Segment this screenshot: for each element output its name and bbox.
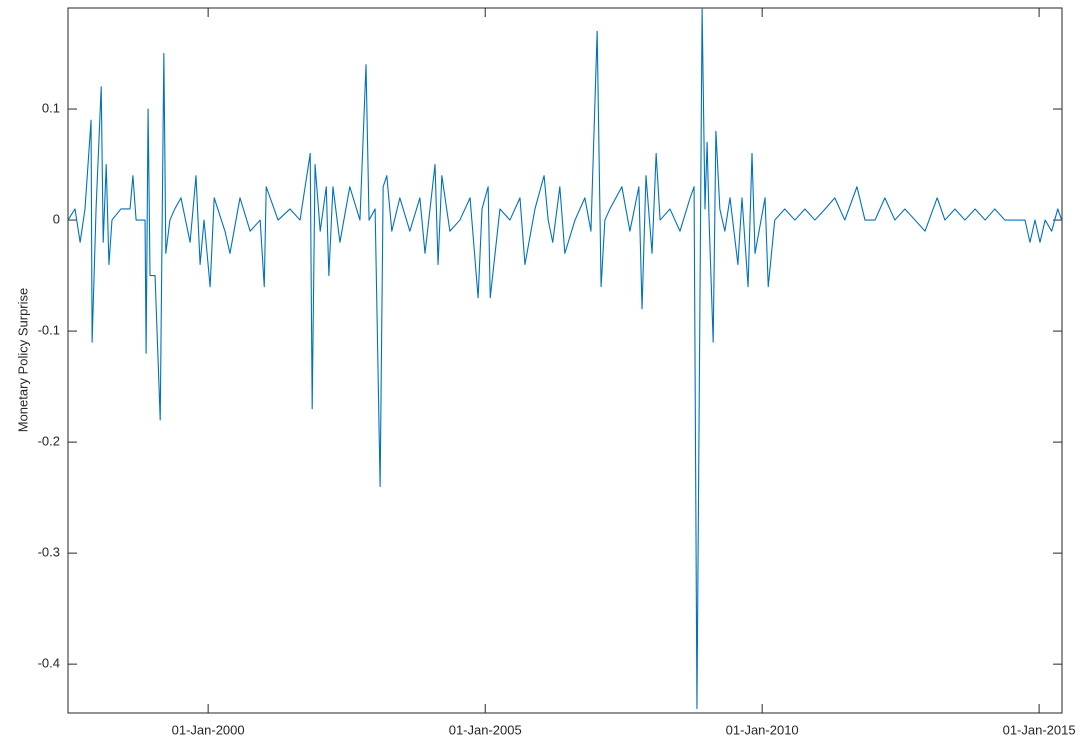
x-tick-label: 01-Jan-2000 <box>172 722 245 737</box>
y-tick-label: -0.4 <box>38 656 60 671</box>
y-tick-label: -0.1 <box>38 323 60 338</box>
y-tick-label: 0.1 <box>42 100 60 115</box>
x-tick-label: 01-Jan-2015 <box>1003 722 1076 737</box>
y-axis-label: Monetary Policy Surprise <box>15 288 30 433</box>
y-tick-label: 0 <box>53 211 60 226</box>
data-line <box>67 8 1063 710</box>
x-tick-label: 01-Jan-2005 <box>449 722 522 737</box>
axes-box <box>67 7 1063 714</box>
x-tick-label: 01-Jan-2010 <box>726 722 799 737</box>
y-tick-label: -0.3 <box>38 545 60 560</box>
y-tick-label: -0.2 <box>38 434 60 449</box>
